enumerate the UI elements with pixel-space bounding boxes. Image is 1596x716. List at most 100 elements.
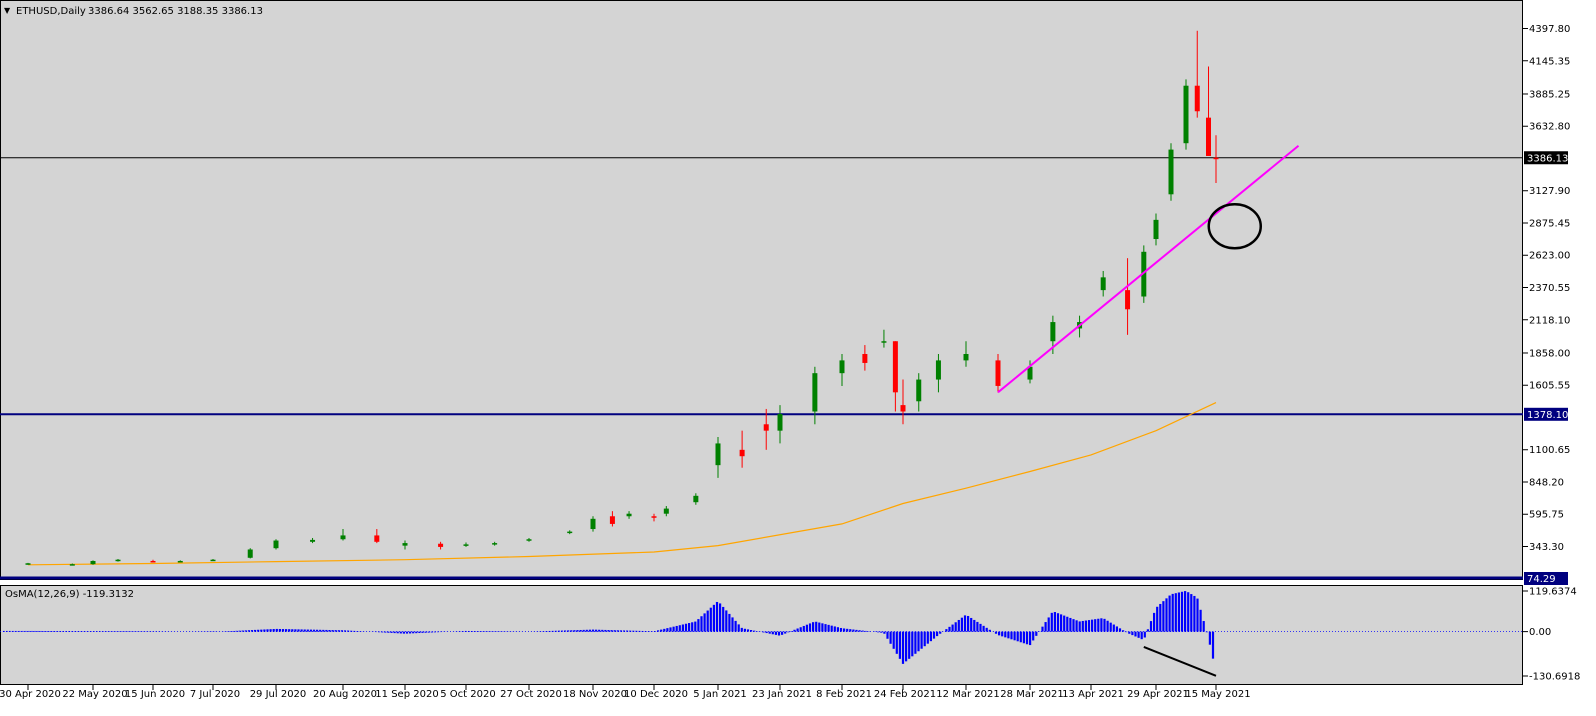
time-tick-label: 15 Jun 2020 [125, 689, 185, 700]
time-tick-label: 8 Feb 2021 [816, 689, 872, 700]
candle-body [881, 341, 887, 343]
candle-body [1194, 85, 1200, 112]
price-panel [0, 0, 1523, 580]
candle-body [25, 563, 31, 565]
time-tick-label: 23 Jan 2021 [752, 689, 812, 700]
candle-body [69, 564, 75, 566]
time-tick-label: 29 Jul 2020 [250, 689, 307, 700]
time-tick-label: 18 Nov 2020 [563, 689, 627, 700]
time-tick-label: 30 Apr 2020 [0, 689, 61, 700]
time-tick-label: 28 Mar 2021 [1000, 689, 1063, 700]
candle-body [651, 516, 657, 518]
price-tick-label: 343.30 [1529, 542, 1564, 553]
price-axis: 4397.80 4145.35 3885.25 3632.80 3127.90 2875.… [1523, 24, 1570, 553]
time-tick-label: 15 May 2021 [1185, 689, 1250, 700]
candle-body [1168, 149, 1174, 195]
price-tick-label: 2623.00 [1529, 251, 1570, 262]
time-tick-label: 5 Jan 2021 [693, 689, 747, 700]
candle-body [210, 559, 216, 562]
osma-tick-label: -130.6918 [1529, 672, 1580, 683]
trendline[interactable] [997, 144, 1300, 394]
time-tick-label: 22 May 2020 [62, 689, 127, 700]
candle-body [1141, 251, 1147, 297]
dropdown-triangle-icon[interactable]: ▼ [4, 6, 11, 15]
time-tick-label: 27 Oct 2020 [500, 689, 562, 700]
price-tick-label: 3127.90 [1529, 186, 1570, 197]
candle-body [739, 449, 745, 457]
time-tick-label: 24 Feb 2021 [874, 689, 936, 700]
ellipse-annotation[interactable] [1207, 202, 1262, 250]
candle-body [90, 560, 96, 565]
support-price-label-text: 1378.10 [1527, 410, 1568, 421]
candle-body [715, 443, 721, 466]
time-tick-label: 11 Sep 2020 [375, 689, 438, 700]
candle-body [526, 539, 532, 541]
candle-body [374, 535, 380, 542]
candle-body [402, 543, 408, 546]
time-tick-label: 10 Dec 2020 [624, 689, 688, 700]
osma-tick-label: 119.6374 [1529, 587, 1577, 598]
candle-body [1027, 366, 1033, 380]
bottom-price-label: 74.29 [1524, 572, 1568, 585]
candle-body [273, 540, 279, 549]
candle-body [590, 518, 596, 530]
candle-body [663, 508, 669, 514]
candle-body [693, 495, 699, 503]
candle-body [438, 543, 444, 547]
price-tick-label: 1605.55 [1529, 381, 1570, 392]
candle-body [609, 516, 615, 524]
price-tick-label: 2118.10 [1529, 315, 1570, 326]
candle-body [839, 360, 845, 374]
current-price-label-text: 3386.13 [1527, 153, 1568, 164]
price-tick-label: 848.20 [1529, 477, 1564, 488]
candle-body [340, 535, 346, 540]
price-tick-label: 2875.45 [1529, 218, 1570, 229]
candle-body [177, 560, 183, 563]
candle-body [567, 531, 573, 534]
time-tick-label: 7 Jul 2020 [190, 689, 240, 700]
price-tick-label: 2370.55 [1529, 283, 1570, 294]
osma-panel-border [0, 585, 1523, 685]
candlestick-series [25, 30, 1219, 566]
ohlc-values: 3386.64 3562.65 3188.35 3386.13 [88, 6, 263, 17]
candle-body [900, 405, 906, 412]
candle-body [963, 354, 969, 361]
candle-body [492, 543, 498, 545]
candle-body [892, 341, 898, 393]
moving-average-line [27, 402, 1217, 566]
candle-body [995, 360, 1001, 386]
osma-panel [0, 585, 1523, 685]
price-tick-label: 3885.25 [1529, 89, 1570, 100]
candle-body [862, 354, 868, 363]
time-tick-label: 20 Aug 2020 [313, 689, 377, 700]
candle-body [310, 539, 316, 542]
candle-body [1153, 219, 1159, 240]
candle-body [812, 373, 818, 412]
candle-body [1125, 290, 1131, 310]
candle-body [1213, 157, 1219, 160]
candle-body [626, 513, 632, 517]
candle-body [1050, 322, 1056, 342]
support-price-label: 1378.10 [1524, 407, 1568, 421]
time-tick-label: 5 Oct 2020 [440, 689, 495, 700]
price-tick-label: 4397.80 [1529, 24, 1570, 35]
candle-body [763, 424, 769, 431]
candle-body [1206, 117, 1211, 156]
price-tick-label: 1858.00 [1529, 348, 1570, 359]
bottom-price-label-text: 74.29 [1527, 574, 1556, 585]
osma-tick-label: 0.00 [1529, 627, 1551, 638]
candle-body [1100, 277, 1106, 291]
candle-body [150, 560, 156, 563]
symbol-label: ETHUSD,Daily [16, 6, 86, 17]
candle-body [935, 360, 941, 380]
price-tick-label: 4145.35 [1529, 56, 1570, 67]
time-tick-label: 13 Apr 2021 [1062, 689, 1124, 700]
price-tick-label: 1100.65 [1529, 445, 1570, 456]
candle-body [916, 379, 922, 402]
candle-body [1183, 85, 1189, 144]
time-tick-label: 29 Apr 2021 [1127, 689, 1189, 700]
price-tick-label: 3632.80 [1529, 122, 1570, 133]
divergence-line[interactable] [1143, 645, 1217, 677]
